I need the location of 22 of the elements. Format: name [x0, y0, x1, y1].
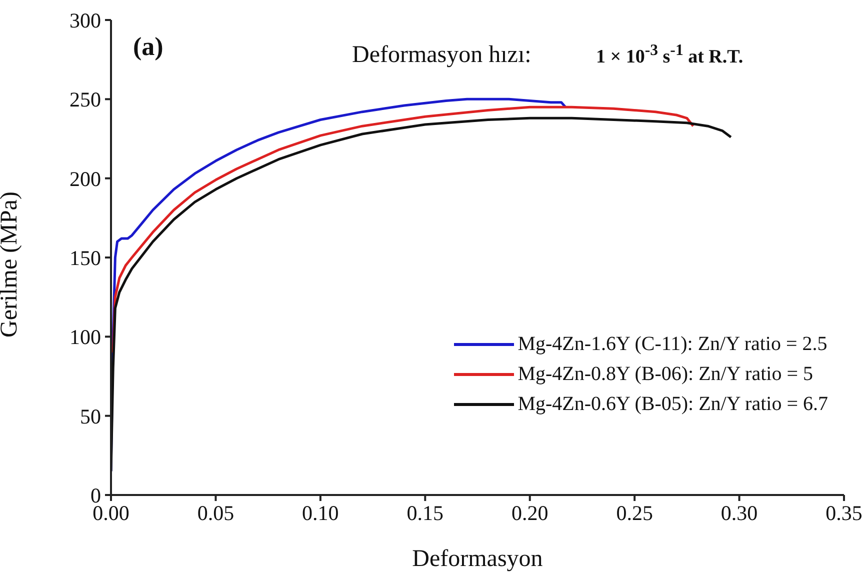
y-tick-label: 100 — [70, 325, 101, 350]
x-tick-label: 0.05 — [197, 500, 234, 525]
annotation: 1 × 10$^{-3}$ s$^{-1}$ at R.T. — [596, 42, 744, 68]
annotation: (a) — [133, 32, 164, 62]
x-tick-label: 0.30 — [720, 500, 758, 525]
x-tick-label: 0.35 — [826, 500, 862, 525]
y-tick-label: 0 — [90, 483, 101, 508]
y-tick-label: 150 — [70, 246, 101, 270]
x-tick-label: 0.25 — [616, 500, 653, 525]
annotation: Deformasyon hızı: — [352, 42, 532, 69]
x-axis-title: Deformasyon — [412, 546, 543, 572]
y-tick-label: 200 — [70, 166, 101, 191]
x-tick-label: 0.20 — [511, 500, 548, 525]
x-tick-label: 0.15 — [406, 500, 444, 525]
y-tick-label: 50 — [80, 404, 101, 428]
y-tick-label: 300 — [70, 8, 101, 32]
x-tick-label: 0.10 — [302, 500, 339, 525]
y-axis-title: Gerilme (MPa) — [0, 192, 23, 338]
legend-label: Mg-4Zn-1.6Y (C-11): Zn/Y ratio = 2.5 — [518, 332, 828, 357]
legend-label: Mg-4Zn-0.8Y (B-06): Zn/Y ratio = 5 — [518, 362, 813, 387]
legend-label: Mg-4Zn-0.6Y (B-05): Zn/Y ratio = 6.7 — [518, 392, 828, 417]
y-tick-label: 250 — [70, 88, 101, 112]
